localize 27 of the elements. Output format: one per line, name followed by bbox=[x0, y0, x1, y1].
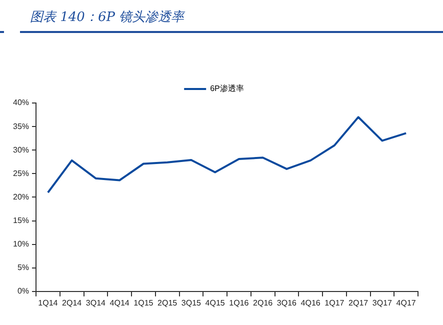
x-tick-label: 4Q15 bbox=[205, 298, 226, 308]
x-tick-label: 3Q15 bbox=[181, 298, 202, 308]
x-tick-label: 4Q14 bbox=[110, 298, 130, 308]
y-tick-label: 30% bbox=[12, 145, 30, 154]
x-tick-label: 1Q14 bbox=[38, 298, 58, 308]
x-tick-label: 4Q17 bbox=[396, 298, 416, 308]
x-tick-label: 3Q14 bbox=[86, 298, 106, 308]
x-tick-label: 2Q15 bbox=[158, 298, 178, 308]
x-tick-label: 3Q16 bbox=[276, 298, 298, 308]
x-tick-label: 2Q14 bbox=[62, 298, 82, 308]
x-tick-label: 1Q15 bbox=[134, 298, 154, 308]
legend-label: 6P渗透率 bbox=[210, 84, 244, 94]
y-tick-label: 25% bbox=[12, 168, 30, 178]
chart-title: 图表 140：6P 镜头渗透率 bbox=[30, 9, 184, 26]
y-tick-label: 15% bbox=[12, 216, 30, 225]
y-tick-label: 20% bbox=[12, 192, 30, 202]
y-tick-label: 0% bbox=[17, 286, 30, 296]
x-tick-label: 1Q16 bbox=[229, 298, 250, 308]
x-tick-label: 4Q16 bbox=[300, 298, 321, 308]
y-tick-label: 35% bbox=[12, 122, 30, 131]
x-tick-label: 1Q17 bbox=[324, 298, 345, 308]
x-tick-label: 3Q17 bbox=[372, 298, 393, 308]
y-tick-label: 40% bbox=[12, 98, 30, 108]
y-tick-label: 10% bbox=[12, 240, 30, 249]
x-tick-label: 2Q16 bbox=[253, 298, 274, 308]
x-tick-label: 2Q17 bbox=[348, 298, 369, 308]
y-tick-label: 5% bbox=[17, 263, 30, 272]
